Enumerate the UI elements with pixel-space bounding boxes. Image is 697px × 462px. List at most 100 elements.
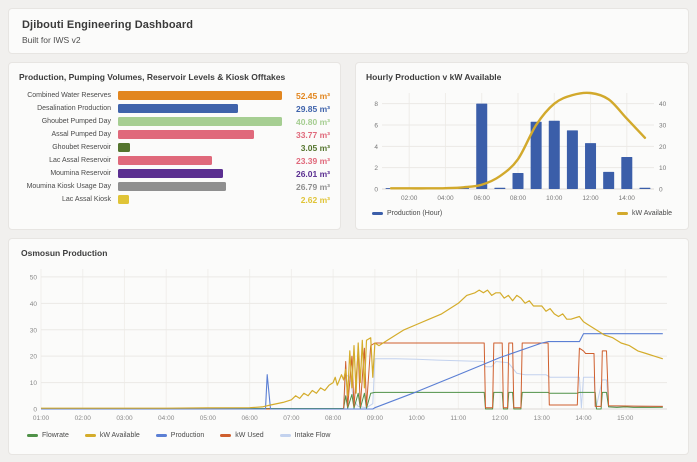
bar [118,117,282,126]
production-bar [603,171,615,189]
osmosun-chart-title: Osmosun Production [21,248,108,258]
bar-category-label: Assal Pumped Day [51,131,111,138]
bar-track [118,104,282,113]
production-bar [639,187,651,189]
kw-available-legend-dash-icon [84,434,96,437]
bar-value-label: 40.80 m³ [295,116,330,127]
axis-tick-label: 30 [30,327,38,334]
legend-item-kw-used: kW Used [220,432,264,439]
flowrate-line [41,391,663,410]
axis-tick-label: 10:00 [408,415,425,422]
axis-tick-label: 14:00 [619,195,636,202]
axis-tick-label: 04:00 [158,415,175,422]
production-line [41,333,663,410]
axis-tick-label: 14:00 [575,415,592,422]
bar-category-label: Combined Water Reserves [27,92,111,99]
bar [118,195,129,204]
legend-label: kW Available [632,210,672,217]
volumes-chart-title: Production, Pumping Volumes, Reservoir L… [19,72,286,82]
axis-tick-label: 50 [30,274,38,281]
production-bar [585,143,597,189]
osmosun-legend: Flowrate kW Available Production kW Used Int… [21,432,676,439]
bar-track [118,91,282,100]
bar-row: Assal Pumped Day 33.77 m³ [19,128,330,141]
production-bar [548,120,560,189]
axis-tick-label: 04:00 [437,195,454,202]
legend-label: kW Used [235,432,264,439]
legend-label: Production [170,432,205,439]
bar-row: Moumina Reservoir 26.01 m³ [19,167,330,180]
bar-row: Ghoubet Pumped Day 40.80 m³ [19,115,330,128]
kw-used-legend-dash-icon [220,434,232,437]
dashboard-title: Djibouti Engineering Dashboard [22,19,194,31]
production-bar [512,173,524,189]
legend-label: Production (Hour) [387,210,443,217]
legend-label: Flowrate [42,432,69,439]
production-bar [530,121,542,189]
bar-track [118,169,282,178]
hourly-chart-plot: 0 2 4 6 8 0 10 20 30 40 02:00 04:00 06:00 08:00 10:00 1… [374,91,667,202]
axis-tick-label: 11:00 [450,415,466,422]
bar [118,182,226,191]
axis-tick-label: 8 [374,101,378,108]
kw-available-legend-dash-icon [617,212,629,215]
bar-row: Ghoubet Reservoir 3.05 m³ [19,141,330,154]
bar [118,104,238,113]
bar-track [118,195,282,204]
bar-category-label: Ghoubet Pumped Day [41,118,111,125]
bar-category-label: Moumina Reservoir [50,170,111,177]
bar [118,91,282,100]
bar-value-label: 29.85 m³ [295,103,330,114]
production-hour-legend-dash-icon [372,212,383,215]
bar-category-label: Desalination Production [37,105,111,112]
hourly-chart-title: Hourly Production v kW Available [366,72,502,82]
axis-tick-label: 4 [374,144,378,151]
intake-flow-line [41,358,663,410]
intake-flow-legend-dash-icon [279,434,291,437]
bar-value-label: 23.39 m³ [295,155,330,166]
axis-tick-label: 15:00 [617,415,634,422]
bar-track [118,117,282,126]
hourly-legend: Production (Hour) kW Available [366,210,678,217]
axis-tick-label: 2 [374,165,378,172]
flowrate-legend-dash-icon [27,434,38,437]
kw-available-line [41,289,663,409]
bar-track [118,182,282,191]
axis-tick-label: 0 [33,407,37,414]
legend-item-production: Production [155,432,205,439]
bar-row: Desalination Production 29.85 m³ [19,102,330,115]
bar-row: Lac Assal Kiosk 2.62 m³ [19,193,330,206]
legend-item-production-hour: Production (Hour) [372,210,442,217]
axis-tick-label: 02:00 [401,195,418,202]
production-bar [621,157,633,189]
bar-category-label: Lac Assal Kiosk [61,196,111,203]
axis-tick-label: 10 [30,380,38,387]
bar [118,143,131,152]
kw-available-line [389,91,647,190]
bar [118,169,223,178]
axis-tick-label: 02:00 [75,415,92,422]
bar [118,130,254,139]
axis-tick-label: 01:00 [33,415,50,422]
legend-item-kw-available: kW Available [84,432,140,439]
legend-item-intake-flow: Intake Flow [279,432,330,439]
axis-tick-label: 03:00 [116,415,133,422]
axis-tick-label: 0 [374,187,378,194]
axis-tick-label: 40 [30,301,38,308]
axis-tick-label: 30 [659,123,667,130]
volumes-bar-chart: Combined Water Reserves 52.45 m³ Desalinat… [19,89,330,206]
production-bar [476,103,488,189]
bar-row: Lac Assal Reservoir 23.39 m³ [19,154,330,167]
axis-tick-label: 40 [659,101,667,108]
bar-row: Moumina Kiosk Usage Day 26.79 m³ [19,180,330,193]
axis-tick-label: 0 [659,187,663,194]
panel-volumes: Production, Pumping Volumes, Reservoir L… [8,62,341,230]
legend-item-kw-available: kW Available [617,210,672,217]
axis-tick-label: 06:00 [474,195,491,202]
axis-tick-label: 12:00 [582,195,599,202]
axis-tick-label: 13:00 [534,415,551,422]
production-bar [566,130,578,189]
panel-osmosun: Osmosun Production 0 10 20 30 40 50 01:00 02:00… [8,238,689,455]
bar [118,156,213,165]
